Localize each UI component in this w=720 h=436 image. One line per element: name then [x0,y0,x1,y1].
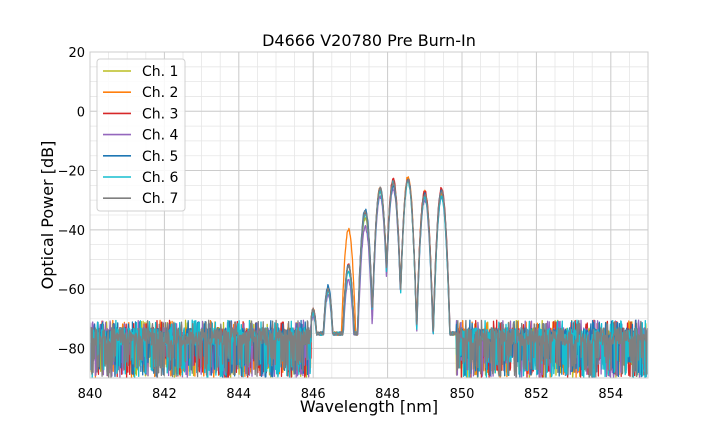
y-tick-label: −80 [58,342,85,357]
series-layer [90,176,648,378]
legend-label: Ch. 6 [142,170,179,186]
legend-label: Ch. 7 [142,191,178,207]
series-line-ch-7 [90,178,648,378]
y-tick-label: 0 [77,105,85,120]
x-axis-ticks: 840 842 844 846 848 850 852 854 [78,387,624,402]
legend-label: Ch. 4 [142,128,179,144]
x-axis-label: Wavelength [nm] [300,397,438,416]
y-tick-label: 20 [68,46,85,61]
legend-label: Ch. 3 [142,106,178,122]
x-tick-label: 846 [301,387,326,402]
y-axis-label: Optical Power [dB] [38,141,57,290]
legend-box [96,58,186,212]
x-tick-label: 854 [598,387,623,402]
y-tick-label: −40 [58,224,85,239]
legend-label: Ch. 2 [142,85,178,101]
chart-title: D4666 V20780 Pre Burn-In [262,31,476,50]
x-tick-label: 842 [152,387,177,402]
y-tick-label: −60 [58,283,85,298]
plot-frame [89,51,649,379]
x-tick-label: 852 [524,387,549,402]
x-tick-label: 840 [78,387,103,402]
legend-label: Ch. 1 [142,64,178,80]
legend-label: Ch. 5 [142,149,178,165]
x-tick-label: 844 [226,387,251,402]
x-tick-label: 848 [375,387,400,402]
legend: Ch. 1 Ch. 2 Ch. 3 Ch. 4 Ch. 5 Ch. 6 Ch. 7 [96,58,186,212]
y-axis-ticks: 20 0 −20 −40 −60 −80 [58,46,85,357]
y-tick-label: −20 [58,165,85,180]
x-tick-label: 850 [450,387,475,402]
